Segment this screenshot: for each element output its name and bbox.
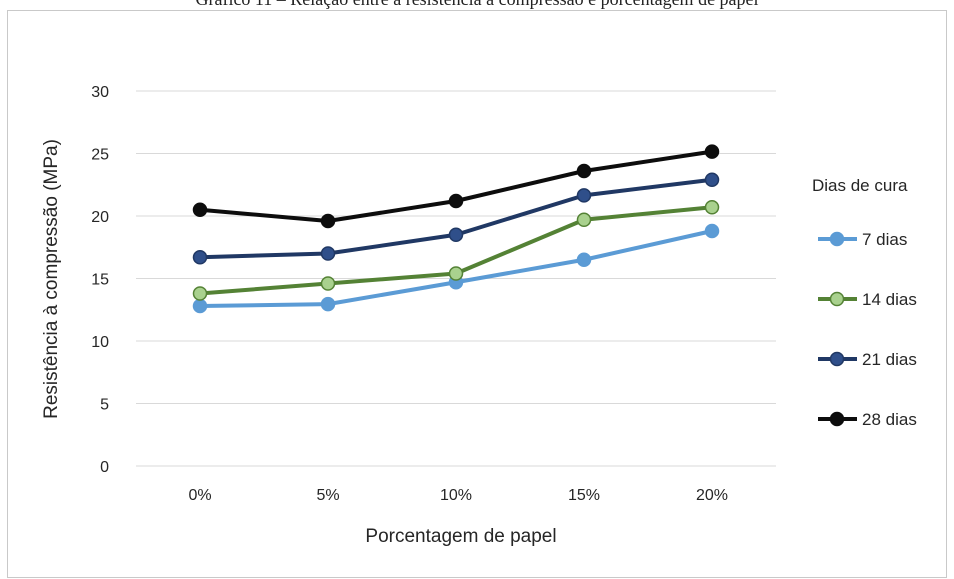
x-tick-label: 20%: [696, 487, 728, 504]
data-point: [320, 246, 336, 261]
legend-title: Dias de cura: [812, 176, 908, 195]
data-point: [576, 188, 592, 203]
legend-label: 28 dias: [862, 410, 917, 429]
x-tick-label: 15%: [568, 487, 600, 504]
chart-frame: [7, 10, 947, 578]
data-point: [704, 223, 720, 239]
legend-swatch-marker: [829, 351, 845, 367]
data-point: [320, 213, 336, 229]
legend: Dias de cura 7 dias 14 dias 21 dias 28 dias: [812, 176, 917, 429]
data-point: [448, 266, 464, 281]
gridlines: [136, 90, 776, 467]
series-14-dias: [192, 200, 720, 301]
y-tick-label: 5: [100, 397, 109, 414]
y-tick-label: 0: [100, 459, 109, 476]
data-point: [192, 286, 208, 301]
y-tick-label: 30: [91, 84, 109, 101]
data-point: [448, 227, 464, 242]
y-tick-label: 15: [91, 272, 109, 289]
legend-item: 7 dias: [818, 230, 907, 249]
legend-label: 21 dias: [862, 350, 917, 369]
data-point: [192, 250, 208, 265]
data-point: [576, 163, 592, 179]
x-tick-label: 0%: [188, 487, 211, 504]
data-point: [448, 193, 464, 209]
legend-item: 21 dias: [818, 350, 917, 369]
series-28-dias: [192, 144, 720, 229]
data-point: [704, 172, 720, 187]
data-point: [576, 252, 592, 267]
legend-swatch-marker: [829, 231, 845, 247]
x-axis-ticks: 0% 5% 10% 15% 20%: [188, 487, 728, 504]
legend-label: 14 dias: [862, 290, 917, 309]
series-21-dias: [192, 172, 720, 265]
series-group: [192, 144, 720, 314]
data-point: [704, 144, 720, 159]
y-tick-label: 10: [91, 334, 109, 351]
data-point: [192, 298, 208, 314]
data-point: [192, 202, 208, 217]
x-axis-title: Porcentagem de papel: [365, 526, 556, 547]
data-point: [576, 212, 592, 227]
series-line: [198, 149, 714, 223]
y-tick-label: 20: [91, 209, 109, 226]
x-tick-label: 10%: [440, 487, 472, 504]
legend-item: 28 dias: [818, 410, 917, 429]
y-axis-ticks: 0 5 10 15 20 25 30: [91, 84, 109, 476]
data-point: [320, 296, 336, 312]
legend-label: 7 dias: [862, 230, 907, 249]
y-axis-title: Resistência à compressão (MPa): [41, 139, 62, 419]
data-point: [320, 276, 336, 291]
y-tick-label: 25: [91, 147, 109, 164]
legend-item: 14 dias: [818, 290, 917, 309]
chart-title: Gráfico 11 – Relação entre a resistência…: [0, 0, 954, 10]
data-point: [704, 200, 720, 215]
legend-swatch-marker: [829, 411, 845, 427]
legend-swatch-marker: [829, 291, 845, 307]
x-tick-label: 5%: [316, 487, 339, 504]
series-7-dias: [192, 223, 720, 314]
